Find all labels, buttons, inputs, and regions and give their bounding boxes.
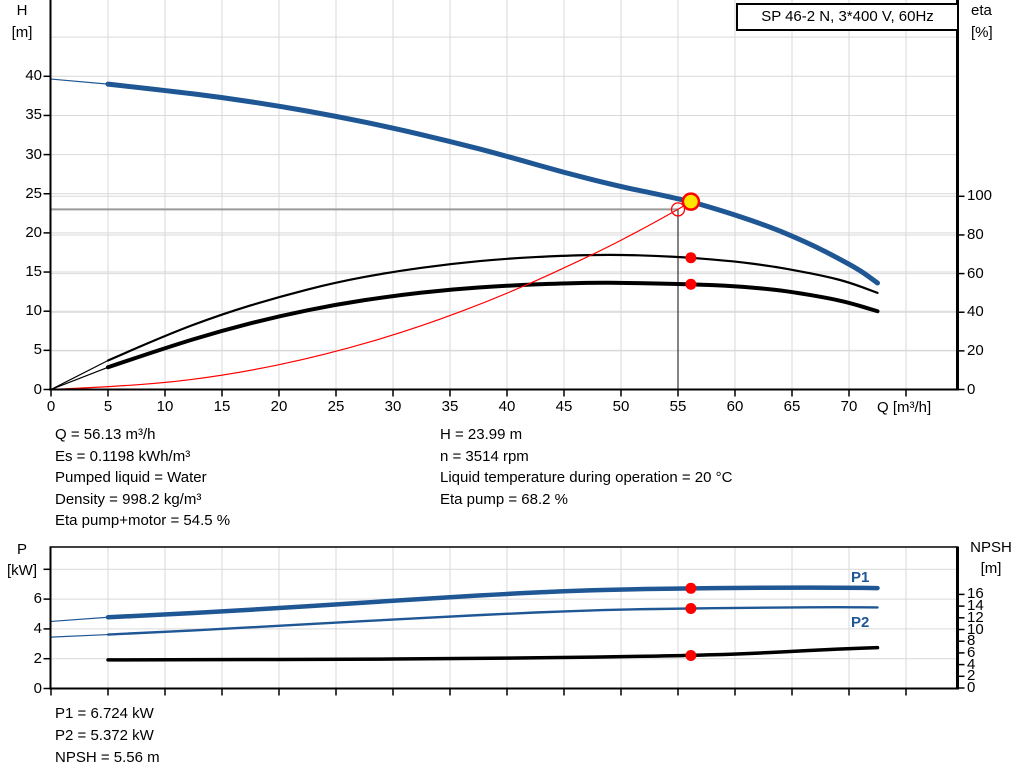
p-axis-title: P bbox=[16, 541, 27, 558]
p-axis-unit: [kW] bbox=[7, 562, 37, 579]
operating-point-dot bbox=[685, 649, 697, 661]
requested-point-marker bbox=[670, 202, 686, 217]
y-left-tick-label: 2 bbox=[33, 649, 42, 667]
info-npsh: NPSH = 5.56 m bbox=[55, 749, 160, 766]
curve-p2 bbox=[106, 605, 879, 636]
y-left-tick-label: 35 bbox=[25, 106, 42, 124]
x-tick-label: 20 bbox=[270, 398, 288, 415]
info-density: Density = 998.2 kg/m³ bbox=[55, 491, 202, 508]
x-tick-label: 70 bbox=[840, 398, 858, 415]
p1-curve-label: P1 bbox=[851, 569, 870, 586]
x-tick-label: 55 bbox=[669, 398, 687, 415]
y-right-tick-label: 6 bbox=[967, 643, 976, 661]
duty-point-marker bbox=[681, 192, 701, 211]
curve-lead-h-head-curve bbox=[50, 78, 109, 85]
x-tick-label: 35 bbox=[441, 398, 459, 415]
x-tick-label: 65 bbox=[783, 398, 801, 415]
y-right-tick-label: 80 bbox=[967, 225, 984, 243]
x-tick-label: 0 bbox=[46, 398, 56, 415]
curve-lead-eta-pump bbox=[50, 359, 109, 391]
curve-p1 bbox=[105, 585, 880, 620]
y-left-tick-label: 10 bbox=[25, 302, 42, 320]
y-right-tick-label: 20 bbox=[967, 341, 984, 359]
operating-point-dot bbox=[685, 582, 697, 594]
y-right-tick-label: 100 bbox=[967, 187, 993, 205]
info-p2: P2 = 5.372 kW bbox=[55, 727, 154, 744]
x-tick-label: 15 bbox=[213, 398, 231, 415]
curve-system-curve bbox=[50, 201, 692, 391]
x-tick-label: 30 bbox=[384, 398, 402, 415]
y-left-tick-label: 5 bbox=[33, 341, 42, 359]
info-liquid: Pumped liquid = Water bbox=[55, 469, 207, 486]
curve-npsh bbox=[106, 645, 880, 662]
y-right-tick-label: 0 bbox=[967, 380, 976, 398]
y-left-tick-label: 0 bbox=[33, 380, 42, 398]
y-left-tick-label: 30 bbox=[25, 145, 42, 163]
x-tick-label: 25 bbox=[327, 398, 345, 415]
y-right-tick-label: 10 bbox=[967, 620, 984, 638]
curve-lead-eta-pump-motor bbox=[50, 366, 109, 391]
y-right-tick-label: 16 bbox=[967, 585, 984, 603]
y-left-tick-label: 15 bbox=[25, 263, 42, 281]
eta-axis-title: eta bbox=[971, 2, 992, 19]
info-p1: P1 = 6.724 kW bbox=[55, 705, 154, 722]
eta-axis-unit: [%] bbox=[971, 24, 993, 41]
info-eta-pump: Eta pump = 68.2 % bbox=[440, 491, 568, 508]
x-tick-label: 50 bbox=[612, 398, 630, 415]
curve-eta-pump bbox=[106, 253, 879, 362]
y-right-tick-label: 2 bbox=[967, 667, 976, 685]
info-rpm: n = 3514 rpm bbox=[440, 448, 529, 465]
info-q: Q = 56.13 m³/h bbox=[55, 426, 156, 443]
y-left-tick-label: 20 bbox=[25, 223, 42, 241]
pump-type-box: SP 46-2 N, 3*400 V, 60Hz bbox=[736, 3, 959, 31]
operating-point-dot bbox=[685, 252, 697, 264]
y-left-tick-label: 40 bbox=[25, 67, 42, 85]
y-left-tick-label: 6 bbox=[33, 590, 42, 608]
y-right-tick-label: 60 bbox=[967, 264, 984, 282]
h-axis-unit: [m] bbox=[11, 24, 33, 41]
curve-h-head-curve bbox=[105, 81, 880, 286]
x-tick-label: 40 bbox=[498, 398, 516, 415]
curve-eta-pump-motor bbox=[106, 280, 880, 370]
y-right-tick-label: 0 bbox=[967, 679, 976, 696]
info-h: H = 23.99 m bbox=[440, 426, 523, 443]
curve-lead-p2 bbox=[50, 633, 109, 638]
operating-point-dot bbox=[685, 278, 697, 290]
y-right-tick-label: 14 bbox=[967, 597, 984, 615]
y-right-tick-label: 40 bbox=[967, 303, 984, 321]
y-left-tick-label: 4 bbox=[33, 619, 42, 637]
y-left-tick-label: 25 bbox=[25, 184, 42, 202]
operating-point-dot bbox=[685, 602, 697, 614]
p2-curve-label: P2 bbox=[851, 614, 870, 631]
x-tick-label: 5 bbox=[103, 398, 113, 415]
y-right-tick-label: 12 bbox=[967, 608, 984, 626]
q-axis-label: Q [m³/h] bbox=[877, 399, 932, 416]
y-right-tick-label: 8 bbox=[967, 632, 976, 650]
npsh-axis-title: NPSH bbox=[970, 539, 1012, 556]
info-temp: Liquid temperature during operation = 20… bbox=[440, 469, 733, 486]
x-tick-label: 45 bbox=[555, 398, 573, 415]
npsh-axis-unit: [m] bbox=[980, 560, 1002, 577]
x-tick-label: 10 bbox=[156, 398, 174, 415]
y-right-tick-label: 4 bbox=[967, 655, 976, 673]
info-eta-pm: Eta pump+motor = 54.5 % bbox=[55, 512, 231, 529]
y-left-tick-label: 0 bbox=[33, 679, 42, 697]
curve-lead-p1 bbox=[50, 616, 109, 623]
info-es: Es = 0.1198 kWh/m³ bbox=[55, 448, 191, 465]
h-axis-title: H bbox=[16, 2, 28, 19]
x-tick-label: 60 bbox=[726, 398, 744, 415]
